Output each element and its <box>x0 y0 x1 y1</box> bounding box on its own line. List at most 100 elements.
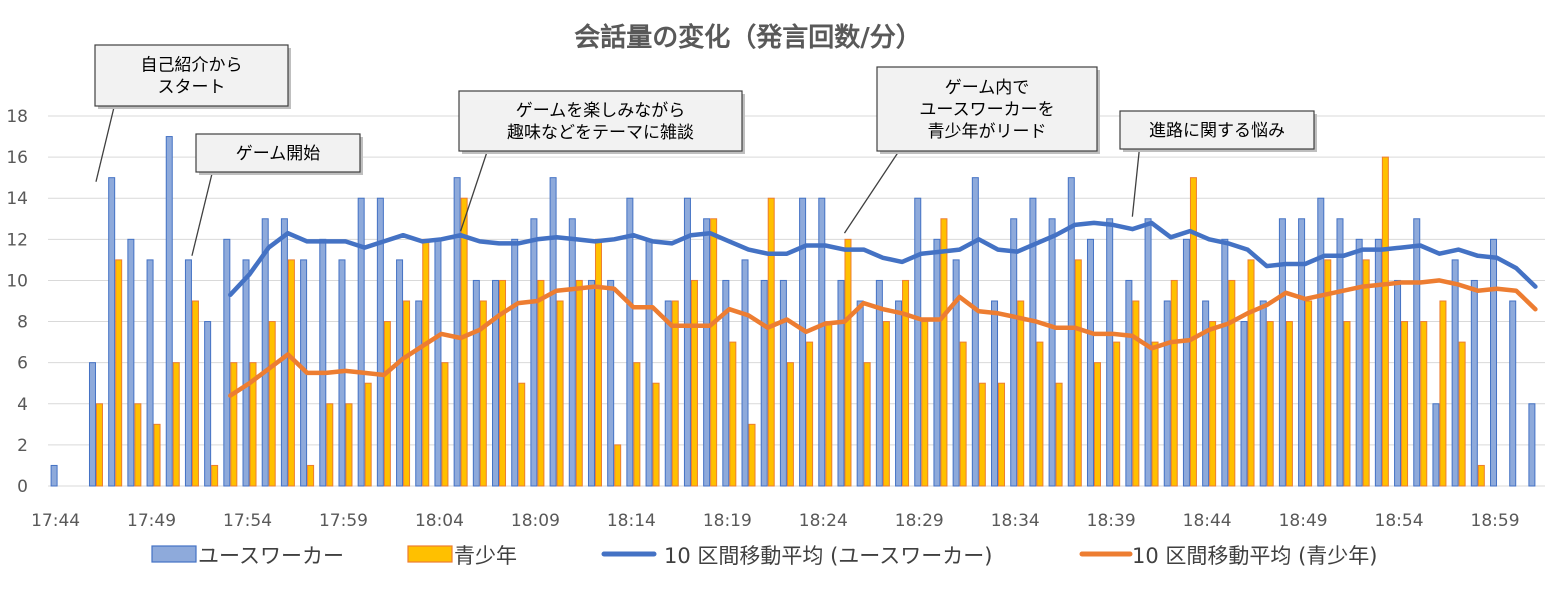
bar-youth <box>1151 341 1159 487</box>
bar-youth-worker <box>146 259 154 487</box>
bar-youth-worker <box>1317 197 1325 487</box>
bar-youth-worker <box>1394 279 1402 487</box>
bar-youth-worker <box>319 238 327 487</box>
bar-youth-worker <box>837 279 845 487</box>
bar-youth <box>1439 300 1447 487</box>
bar-youth-worker <box>1202 300 1210 487</box>
y-tick-label: 14 <box>6 189 28 209</box>
bar-youth <box>1209 321 1217 487</box>
callout-text: 進路に関する悩み <box>1149 121 1285 141</box>
bar-youth-worker <box>472 279 480 487</box>
y-tick-label: 6 <box>17 354 28 374</box>
bar-youth <box>633 362 641 487</box>
bar-youth-worker <box>818 197 826 487</box>
bar-youth <box>1477 464 1485 487</box>
bar-youth-worker <box>607 279 615 487</box>
bar-youth-worker <box>760 279 768 487</box>
x-tick-label: 17:59 <box>319 511 368 531</box>
bar-youth <box>594 238 602 487</box>
bar-youth-worker <box>530 218 538 487</box>
bar-youth <box>614 444 622 487</box>
bar-youth-worker <box>376 197 384 487</box>
bar-youth <box>460 197 468 487</box>
bar-youth-worker <box>971 177 979 487</box>
moving-average-line-youth <box>228 278 1538 398</box>
bar-youth <box>441 362 449 487</box>
bar-youth <box>1362 259 1370 487</box>
bar-youth <box>518 382 526 487</box>
bar-youth <box>134 403 142 487</box>
bar-youth <box>479 300 487 487</box>
y-tick-label: 10 <box>6 271 28 291</box>
bar-youth-worker <box>933 238 941 487</box>
bar-youth <box>1113 341 1121 487</box>
x-tick-label: 17:49 <box>127 511 176 531</box>
bar-youth <box>748 423 756 487</box>
x-tick-label: 18:29 <box>895 511 944 531</box>
bar-youth-worker <box>664 300 672 487</box>
callout-text: ユースワーカーを <box>919 100 1054 120</box>
bar-youth <box>671 300 679 487</box>
bar-youth-worker <box>453 177 461 487</box>
bar-youth-worker <box>722 279 730 487</box>
bar-youth-worker <box>1106 218 1114 487</box>
bar-youth-worker <box>914 197 922 487</box>
bar-youth <box>1017 300 1025 487</box>
bar-youth-worker <box>1432 403 1440 487</box>
bar-youth-worker <box>1067 177 1075 487</box>
bar-youth-worker <box>1298 218 1306 487</box>
x-tick-label: 18:14 <box>607 511 656 531</box>
bar-youth-worker <box>1259 300 1267 487</box>
bar-youth <box>825 321 833 487</box>
bar-youth <box>959 341 967 487</box>
bar-youth <box>211 464 219 487</box>
bar-youth-worker <box>165 136 173 487</box>
bar-youth <box>1305 300 1313 487</box>
bar-youth <box>1266 321 1274 487</box>
callout-box <box>94 44 289 107</box>
legend-swatch-youth-worker <box>151 545 197 563</box>
callout-leader-line <box>460 150 488 232</box>
bar-youth <box>172 362 180 487</box>
bar-youth-worker <box>991 300 999 487</box>
bar-youth-worker <box>1278 218 1286 487</box>
y-tick-label: 16 <box>6 148 28 168</box>
bar-youth <box>786 362 794 487</box>
bar-youth-worker <box>856 300 864 487</box>
moving-average-line-youth-worker <box>228 220 1538 298</box>
bar-youth-worker <box>108 177 116 487</box>
x-tick-label: 18:24 <box>799 511 848 531</box>
bar-youth <box>1343 321 1351 487</box>
x-tick-label: 18:09 <box>511 511 560 531</box>
bar-youth <box>1381 156 1389 487</box>
bar-youth-worker <box>204 321 212 487</box>
callout-box <box>1119 110 1315 150</box>
bar-youth-worker <box>1470 279 1478 487</box>
bar-youth-worker <box>492 279 500 487</box>
annotations: 自己紹介からスタートゲーム開始ゲームを楽しみながら趣味などをテーマに雑談ゲーム内… <box>94 44 1317 256</box>
bar-youth <box>153 423 161 487</box>
x-tick-label: 17:44 <box>31 511 80 531</box>
line-series <box>228 220 1538 398</box>
bar-youth-worker <box>1163 300 1171 487</box>
callout-career: 進路に関する悩み <box>1119 110 1317 217</box>
bar-youth-worker <box>1029 197 1037 487</box>
bar-youth-worker <box>396 259 404 487</box>
bar-youth-worker <box>779 279 787 487</box>
bar-youth <box>902 279 910 487</box>
bar-youth <box>1285 321 1293 487</box>
y-tick-label: 0 <box>17 477 28 497</box>
legend: ユースワーカー 青少年 10 区間移動平均 (ユースワーカー) 10 区間移動平… <box>151 544 1377 568</box>
x-tick-label: 18:44 <box>1183 511 1232 531</box>
bar-youth <box>729 341 737 487</box>
callout-game-start: ゲーム開始 <box>191 133 363 256</box>
bar-youth-worker <box>1010 218 1018 487</box>
bar-youth-worker <box>952 259 960 487</box>
bar-youth-worker <box>1490 238 1498 487</box>
legend-label-ma-youth: 10 区間移動平均 (青少年) <box>1132 544 1377 568</box>
bar-youth-worker <box>415 300 423 487</box>
legend-item-youth: 青少年 <box>407 544 517 568</box>
bar-youth <box>95 403 103 487</box>
